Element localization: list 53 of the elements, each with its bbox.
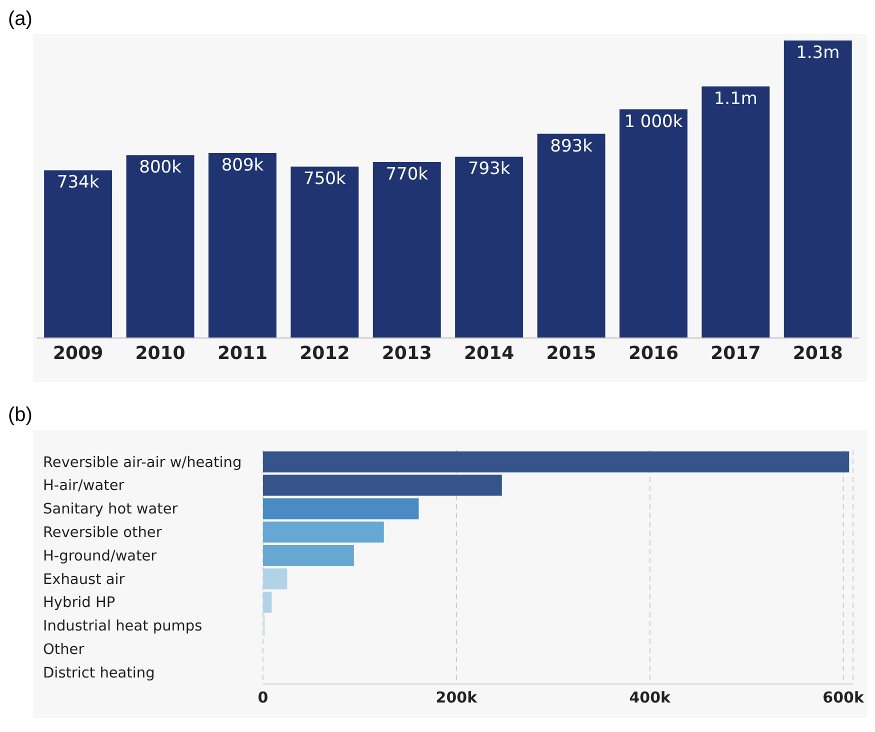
x-tick-label: 2012	[300, 342, 350, 364]
x-tick-label: 200k	[436, 688, 478, 707]
y-tick-label: H-air/water	[43, 478, 124, 494]
x-tick-label: 2014	[464, 342, 514, 364]
x-tick-label: 2018	[792, 342, 843, 364]
bar	[263, 522, 384, 543]
data-label: 893k	[550, 136, 593, 156]
x-tick-label: 600k	[822, 688, 865, 707]
bar	[454, 156, 524, 338]
bar	[618, 108, 688, 338]
bar	[700, 85, 771, 338]
data-label: 809k	[221, 156, 264, 176]
bar	[263, 568, 288, 590]
bar	[263, 545, 354, 566]
y-tick-label: Hybrid HP	[43, 595, 116, 612]
bar	[207, 152, 278, 338]
bar	[43, 169, 114, 338]
y-tick-label: H-ground/water	[43, 548, 157, 564]
x-tick-label: 2015	[546, 342, 596, 364]
y-tick-label: Industrial heat pumps	[43, 618, 202, 635]
bar	[782, 40, 853, 338]
chart-title: (a)	[8, 8, 34, 32]
data-label: 770k	[386, 164, 428, 184]
data-label: 800k	[139, 158, 182, 178]
bar	[536, 132, 606, 338]
x-tick-label: 2009	[53, 342, 104, 364]
y-tick-label: Exhaust air	[43, 572, 125, 588]
bar	[263, 474, 502, 496]
x-tick-label: 2017	[710, 342, 761, 364]
y-tick-label: Other	[43, 642, 84, 658]
x-tick-label: 2013	[382, 342, 432, 364]
y-tick-label: Sanitary hot water	[43, 502, 178, 518]
x-tick-label: 2011	[217, 342, 268, 364]
y-tick-label: District heating	[43, 665, 155, 682]
text: (b)	[8, 404, 34, 428]
x-tick-label: 2010	[135, 342, 186, 364]
data-label: 1.1m	[714, 88, 758, 109]
bar	[290, 166, 360, 338]
data-label: 793k	[468, 159, 510, 180]
x-tick-label: 0	[258, 688, 268, 707]
bar	[372, 160, 442, 338]
data-label: 734k	[56, 172, 100, 193]
y-tick-label: Reversible other	[43, 525, 162, 542]
data-label: 1.3m	[796, 43, 840, 63]
x-tick-label: 2016	[628, 342, 679, 364]
data-label: 1 000k	[624, 112, 683, 132]
bar	[125, 154, 196, 338]
x-tick-label: 400k	[629, 688, 672, 707]
y-tick-label: Reversible air-air w/heating	[43, 454, 242, 471]
data-label: 750k	[304, 169, 346, 190]
bar	[263, 592, 272, 613]
bar	[263, 498, 419, 520]
bar	[263, 451, 850, 472]
